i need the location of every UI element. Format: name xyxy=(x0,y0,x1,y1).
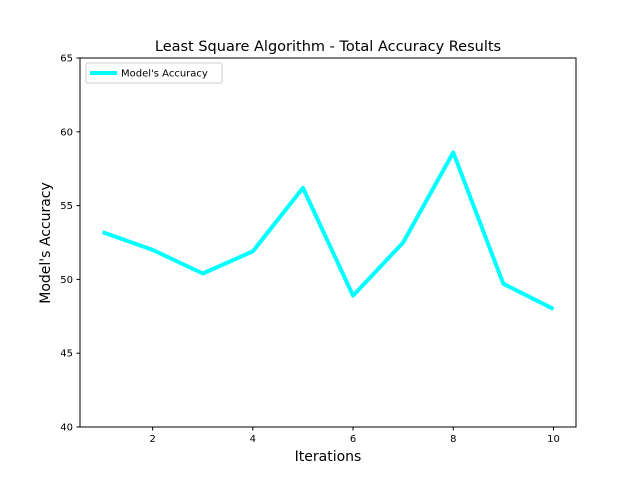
y-tick-label: 40 xyxy=(60,423,73,434)
y-tick-label: 50 xyxy=(60,275,73,286)
x-tick-label: 2 xyxy=(149,434,155,445)
y-axis-title: Model's Accuracy xyxy=(38,182,54,304)
legend: Model's Accuracy xyxy=(85,62,223,84)
y-tick-label: 65 xyxy=(60,54,73,65)
chart-title: Least Square Algorithm - Total Accuracy … xyxy=(155,39,501,55)
legend-label: Model's Accuracy xyxy=(121,69,208,80)
y-tick-label: 60 xyxy=(60,127,73,138)
legend-box xyxy=(85,62,223,84)
y-tick-label: 55 xyxy=(60,201,73,212)
x-tick-label: 6 xyxy=(350,434,356,445)
y-tick-label: 45 xyxy=(60,349,73,360)
x-tick-label: 8 xyxy=(450,434,456,445)
plot-area: 2 4 6 8 10 40 45 50 55 60 65 xyxy=(60,54,560,446)
x-axis-title: Iterations xyxy=(295,449,362,465)
x-tick-label: 4 xyxy=(250,434,256,445)
series-line-0 xyxy=(101,150,555,311)
plot-frame xyxy=(79,57,577,428)
x-tick-label: 10 xyxy=(547,434,560,445)
